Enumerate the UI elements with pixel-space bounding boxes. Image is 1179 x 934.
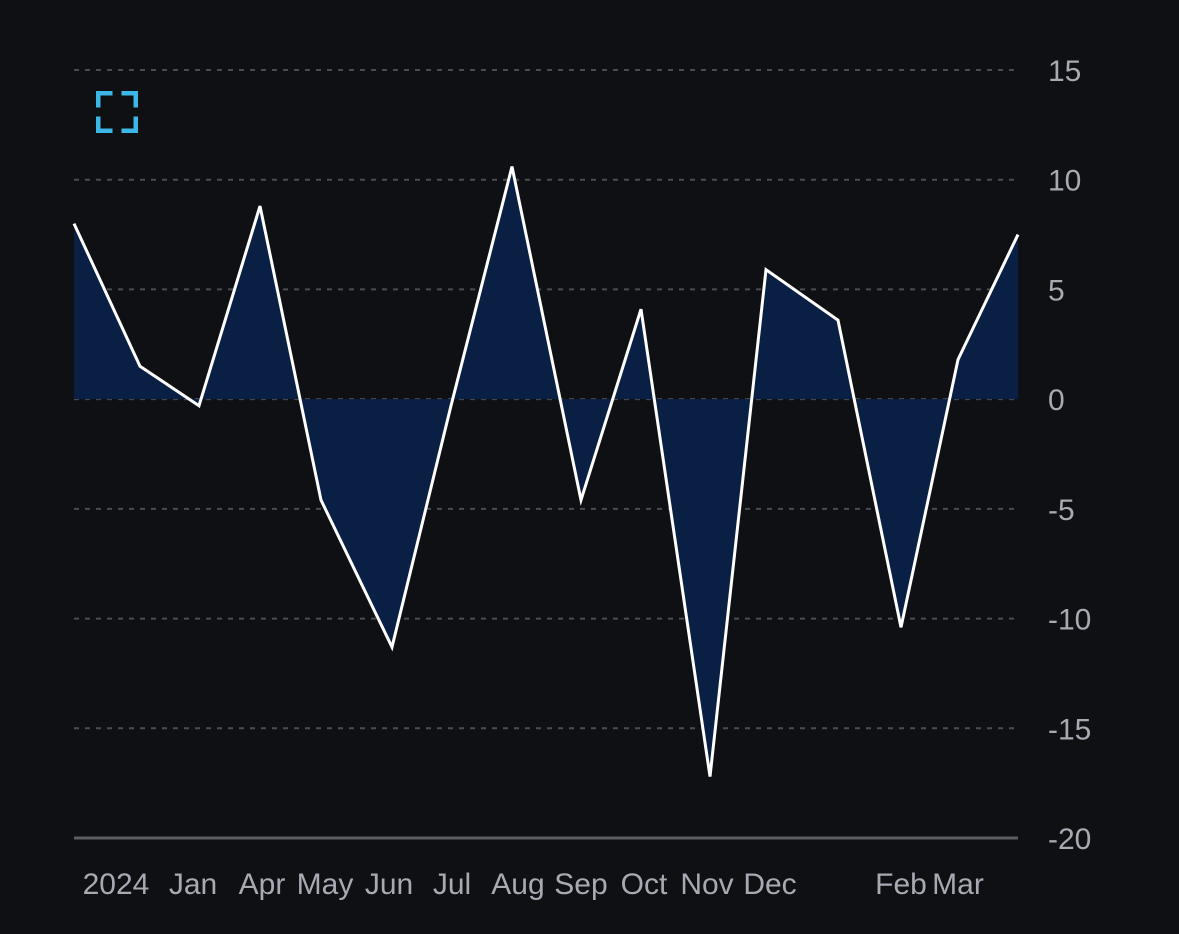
x-tick-label: Jan: [169, 868, 217, 901]
area-series: [72, 166, 1020, 777]
x-tick-label: Feb: [875, 868, 927, 901]
y-tick-label: -10: [1048, 604, 1091, 637]
x-tick-label: Mar: [932, 868, 984, 901]
y-tick-label: 0: [1048, 384, 1065, 417]
series-line: [72, 166, 1020, 777]
y-tick-label: -20: [1048, 823, 1091, 856]
y-tick-label: -5: [1048, 494, 1075, 527]
x-axis-labels: 2024 Jan Apr May Jun Jul Aug Sep Oct Nov Dec Feb Mar: [83, 868, 984, 901]
y-tick-label: -15: [1048, 713, 1091, 746]
y-tick-label: 15: [1048, 55, 1081, 88]
expand-icon[interactable]: [95, 90, 139, 134]
area-fill: [74, 166, 1018, 777]
expand-icon-graphic: [95, 90, 139, 134]
x-tick-label: Apr: [239, 868, 286, 901]
x-tick-label: Aug: [491, 868, 544, 901]
y-tick-label: 5: [1048, 274, 1065, 307]
x-tick-label: Oct: [621, 868, 668, 901]
x-tick-label: Jul: [433, 868, 471, 901]
x-tick-label: 2024: [83, 868, 150, 901]
x-tick-label: Dec: [743, 868, 796, 901]
x-tick-label: Sep: [554, 868, 607, 901]
y-axis-labels: 15 10 5 0 -5 -10 -15 -20: [1048, 55, 1091, 856]
y-tick-label: 10: [1048, 165, 1081, 198]
x-tick-label: Nov: [680, 868, 733, 901]
x-tick-label: Jun: [365, 868, 413, 901]
x-tick-label: May: [297, 868, 354, 901]
